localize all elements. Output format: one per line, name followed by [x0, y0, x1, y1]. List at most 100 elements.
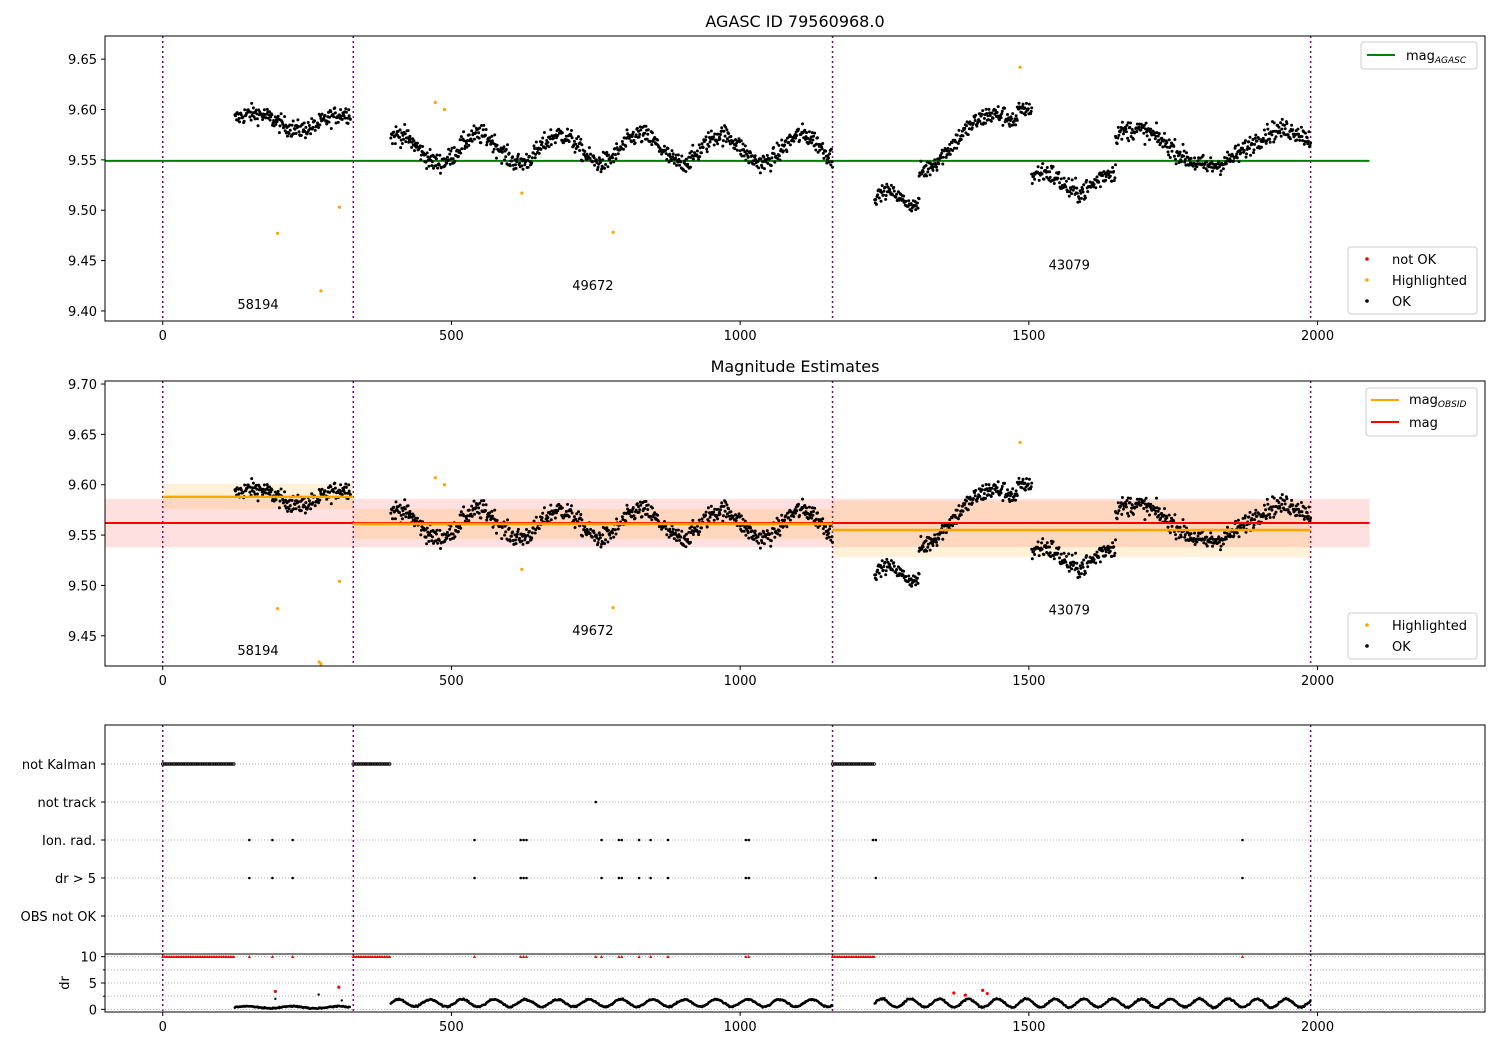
ok-point	[402, 512, 405, 516]
ok-point	[533, 531, 537, 535]
ok-point	[1104, 554, 1108, 557]
ok-point	[1078, 564, 1082, 568]
ok-point	[347, 114, 351, 118]
ok-point	[1306, 514, 1310, 518]
ok-point	[239, 113, 243, 117]
ok-point	[432, 541, 435, 545]
ok-point	[1306, 139, 1310, 143]
ok-point	[581, 534, 584, 538]
ok-point	[1251, 138, 1255, 141]
ok-point	[333, 481, 337, 485]
ok-point	[1083, 571, 1087, 575]
flag-category-label: dr > 5	[55, 872, 96, 887]
ok-point	[1135, 122, 1139, 126]
ok-point	[828, 527, 832, 531]
ok-point	[674, 153, 678, 157]
ok-point	[241, 115, 245, 119]
ok-point	[493, 133, 497, 137]
ok-point	[603, 166, 606, 170]
ok-point	[881, 568, 885, 572]
y-tick-label: 9.60	[68, 479, 97, 494]
ok-point	[632, 139, 636, 142]
ok-point	[876, 568, 880, 572]
highlighted-point	[1018, 440, 1022, 445]
y-tick-label: 9.65	[68, 53, 97, 68]
ok-point	[296, 500, 300, 504]
ok-point	[1223, 156, 1227, 159]
ok-point	[566, 127, 569, 131]
ok-point	[670, 149, 674, 153]
ok-point	[419, 153, 423, 157]
ok-point	[495, 156, 498, 160]
ok-point	[402, 137, 405, 141]
ok-point	[500, 537, 504, 541]
ok-point	[347, 108, 351, 112]
ok-point	[1257, 512, 1261, 516]
ok-point	[1104, 178, 1108, 182]
ok-point	[1235, 152, 1239, 156]
ok-point	[481, 128, 485, 132]
ok-point	[1253, 518, 1257, 522]
y-tick-label: 9.55	[68, 154, 97, 169]
ok-point	[973, 119, 977, 122]
ok-point	[926, 170, 930, 174]
agasc-plot-frame	[104, 35, 1486, 322]
ok-point	[1163, 507, 1166, 511]
ok-point	[427, 164, 431, 168]
ok-point	[444, 533, 448, 536]
ok-point	[474, 506, 478, 510]
magnitude-panel: Magnitude Estimates 0 500 1000 1500 2000 9.4…	[68, 357, 1486, 689]
ok-point	[1142, 131, 1146, 135]
ok-point	[1205, 160, 1209, 164]
ok-point	[920, 547, 924, 551]
y-tick-label: 9.65	[68, 428, 97, 443]
ok-point	[607, 153, 610, 157]
ok-point	[1078, 575, 1082, 579]
ok-point	[1048, 170, 1052, 174]
ok-point	[985, 487, 989, 491]
ok-point	[1226, 525, 1229, 529]
ok-point	[667, 535, 671, 539]
ok-point	[934, 538, 938, 542]
ok-point	[1070, 178, 1074, 182]
ok-point	[1064, 560, 1068, 564]
ok-point	[593, 163, 597, 167]
ok-point	[974, 113, 978, 117]
ok-point	[425, 167, 429, 170]
ok-point	[456, 154, 460, 158]
ok-point	[975, 124, 979, 128]
ok-point	[490, 134, 494, 138]
ok-point	[1302, 517, 1306, 521]
ok-point	[1127, 139, 1131, 143]
flag-point	[620, 876, 624, 880]
ok-point	[679, 535, 683, 539]
ok-point	[798, 138, 802, 142]
ok-point	[1211, 169, 1214, 173]
ok-point	[439, 547, 442, 550]
ok-point	[691, 518, 695, 522]
legend-swatch	[1365, 623, 1369, 627]
ok-point	[776, 157, 780, 160]
ok-point	[540, 516, 544, 520]
ok-point	[884, 569, 888, 573]
ok-point	[712, 510, 716, 514]
ok-point	[593, 539, 597, 542]
ok-point	[744, 533, 748, 537]
ok-point	[570, 136, 574, 140]
ok-point	[237, 117, 241, 120]
ok-point	[725, 137, 729, 141]
ok-point	[1177, 536, 1181, 540]
ok-point	[1177, 161, 1181, 164]
ok-point	[435, 528, 439, 532]
ok-point	[399, 146, 403, 150]
ok-point	[566, 502, 569, 506]
ok-point	[954, 140, 957, 144]
ok-point	[1305, 136, 1309, 140]
ok-point	[1205, 535, 1209, 539]
ok-point	[430, 164, 434, 168]
ok-point	[1224, 162, 1228, 166]
ok-point	[809, 510, 813, 514]
ok-point	[347, 489, 351, 493]
ok-point	[1075, 567, 1079, 570]
ok-point	[1040, 166, 1044, 170]
